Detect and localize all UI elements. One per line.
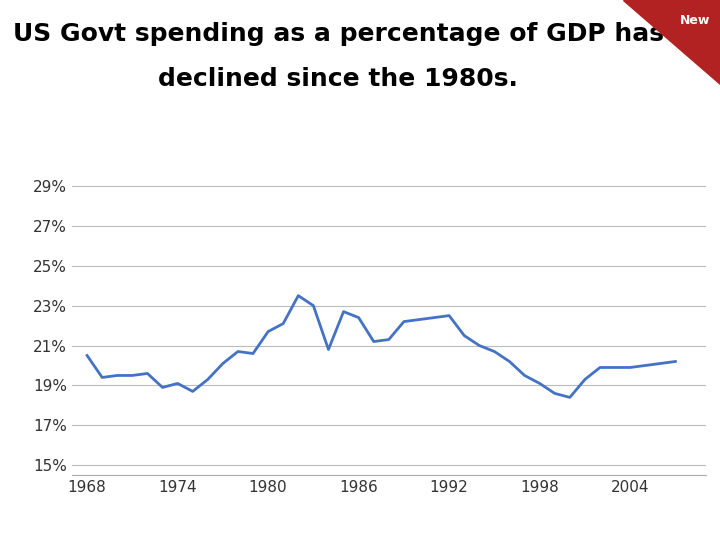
Text: declined since the 1980s.: declined since the 1980s.	[158, 68, 518, 91]
Text: US Govt spending as a percentage of GDP has: US Govt spending as a percentage of GDP …	[13, 22, 664, 45]
Text: New: New	[680, 14, 710, 26]
